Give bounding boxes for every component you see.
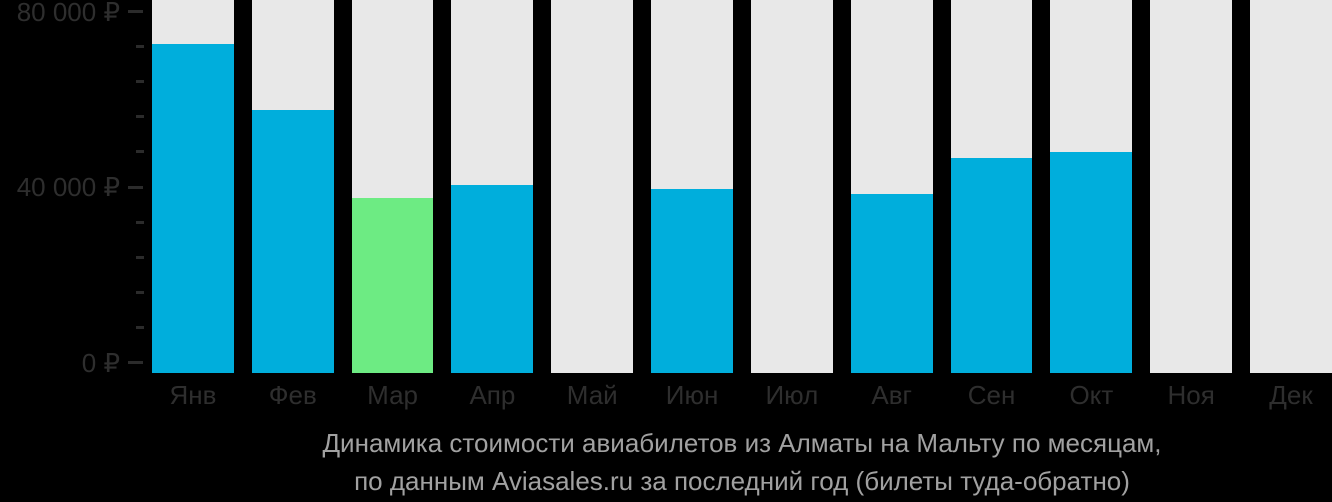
x-tick-label-5: Май: [566, 380, 618, 410]
caption-line-1: Динамика стоимости авиабилетов из Алматы…: [322, 428, 1162, 458]
bar-column-1[interactable]: [152, 0, 234, 373]
y-minor-tick: [136, 45, 144, 49]
y-tick-label: 40 000 ₽: [16, 172, 120, 202]
bar[interactable]: [451, 184, 534, 373]
y-minor-tick: [136, 220, 144, 224]
y-minor-tick: [136, 290, 144, 294]
x-tick-label-12: Дек: [1269, 380, 1313, 410]
bar-column-9[interactable]: [950, 0, 1033, 373]
caption-line-2: по данным Aviasales.ru за последний год …: [354, 466, 1130, 496]
bar-column-7[interactable]: [750, 0, 833, 373]
y-minor-tick: [136, 325, 144, 329]
y-minor-tick: [136, 115, 144, 119]
bar[interactable]: [651, 189, 733, 373]
bar[interactable]: [1050, 151, 1133, 373]
x-tick-label-7: Июл: [765, 380, 819, 410]
y-axis: 80 000 ₽ 40 000 ₽ 0 ₽: [0, 0, 152, 378]
bar-column-8[interactable]: [850, 0, 933, 373]
y-tick-label: 0 ₽: [81, 347, 120, 378]
bar-column-2[interactable]: [251, 0, 334, 373]
bar[interactable]: [152, 44, 234, 373]
bar[interactable]: [950, 158, 1033, 373]
x-tick-label-10: Окт: [1069, 380, 1114, 410]
chart-caption: Динамика стоимости авиабилетов из Алматы…: [152, 424, 1332, 500]
y-major-tick: [128, 361, 143, 364]
x-tick-label-9: Сен: [967, 380, 1016, 410]
bar-column-11[interactable]: [1150, 0, 1233, 373]
bar-column-12[interactable]: [1250, 0, 1332, 373]
x-tick-label-11: Ноя: [1167, 380, 1215, 410]
x-tick-label-1: Янв: [169, 380, 217, 410]
x-tick-label-2: Фев: [268, 380, 317, 410]
y-minor-tick: [136, 150, 144, 154]
y-minor-tick: [136, 255, 144, 259]
y-major-tick: [128, 10, 143, 13]
x-tick-label-3: Мар: [367, 380, 418, 410]
x-axis: Янв Фев Мар Апр Май Июн Июл Авг Сен Окт Ноя Дек: [152, 378, 1332, 412]
x-tick-label-8: Авг: [871, 380, 913, 410]
y-minor-tick: [136, 80, 144, 84]
bar-column-3[interactable]: [351, 0, 434, 373]
y-tick-label: 80 000 ₽: [16, 0, 120, 27]
bar[interactable]: [251, 110, 334, 373]
bar-highlighted[interactable]: [351, 197, 434, 373]
x-tick-label-4: Апр: [469, 380, 516, 410]
bar-column-4[interactable]: [451, 0, 534, 373]
bar-column-6[interactable]: [651, 0, 733, 373]
bar-column-10[interactable]: [1050, 0, 1133, 373]
bar[interactable]: [850, 193, 933, 373]
plot-area: [152, 0, 1332, 373]
y-major-tick: [128, 185, 143, 189]
x-tick-label-6: Июн: [665, 380, 719, 410]
bar-column-5[interactable]: [551, 0, 634, 373]
